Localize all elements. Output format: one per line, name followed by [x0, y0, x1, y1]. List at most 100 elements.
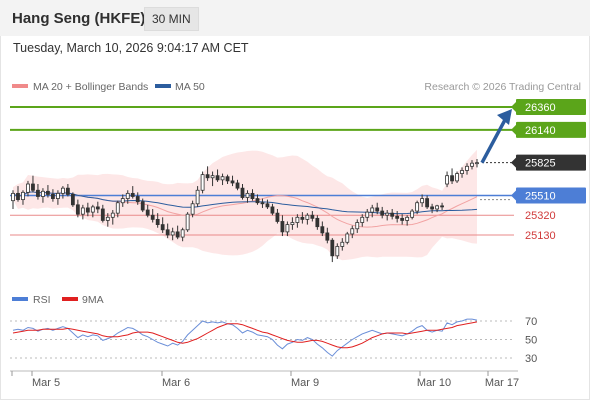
candle-body [400, 217, 405, 221]
candle [465, 163, 469, 175]
candle-body [145, 209, 150, 216]
level-label-pointer [511, 102, 516, 112]
candle [330, 238, 335, 263]
candle [305, 213, 310, 225]
rsi-line [12, 318, 478, 357]
timestamp: Tuesday, March 10, 2026 9:04:17 AM CET [13, 41, 249, 55]
candle-body [215, 175, 220, 181]
x-axis-label: Mar 10 [417, 377, 451, 389]
candle [41, 188, 45, 203]
x-axis-label: Mar 6 [162, 377, 190, 389]
candle-body [390, 212, 395, 217]
candle-body [80, 207, 85, 215]
candle [105, 213, 110, 227]
candle-body [370, 207, 375, 213]
candle [235, 179, 240, 191]
candle [320, 221, 325, 237]
candle-body [340, 241, 345, 247]
candle [260, 198, 265, 208]
candle-body [60, 187, 65, 194]
candle [225, 174, 230, 185]
candle-body [110, 212, 115, 218]
candle-body [310, 214, 315, 219]
candle-body [245, 192, 250, 198]
interval-selector[interactable]: 30 MIN [144, 7, 199, 31]
candle [425, 195, 430, 209]
level-label: 26360 [525, 102, 556, 114]
candle-body [460, 170, 464, 175]
candle [80, 204, 85, 220]
candle-body [170, 231, 175, 236]
candle-body [285, 224, 290, 233]
candle [31, 175, 35, 193]
candle-body [300, 216, 305, 220]
candle [51, 189, 55, 202]
candle [325, 227, 330, 244]
candle-body [41, 190, 45, 197]
candle [90, 204, 95, 218]
candle-body [26, 183, 30, 193]
candle [36, 184, 40, 200]
candle-body [265, 203, 270, 208]
candle-body [190, 203, 195, 215]
candle [435, 204, 439, 213]
candle-body [450, 175, 454, 182]
candle [295, 214, 300, 228]
candle [365, 208, 370, 222]
candle-body [100, 208, 105, 221]
rsi-legend-swatch [12, 297, 28, 301]
candle [215, 169, 220, 182]
candle [430, 203, 434, 214]
forecast-arrow [480, 109, 512, 164]
candle-body [11, 192, 15, 202]
candle-body [425, 198, 430, 208]
rsi-legend-label: RSI [33, 294, 51, 306]
candle-body [255, 198, 260, 204]
candle [21, 190, 25, 205]
candle [170, 227, 175, 241]
rsi-level-label: 30 [525, 353, 537, 365]
candle [270, 203, 275, 216]
candle-body [360, 216, 365, 223]
candle-body [175, 231, 180, 238]
candle [120, 194, 125, 207]
candle-body [125, 192, 130, 199]
candle [95, 201, 100, 214]
candle-body [95, 206, 100, 210]
ma9-legend-swatch [62, 297, 78, 301]
candle-body [385, 212, 390, 216]
level-label-box [516, 154, 586, 171]
candle [335, 243, 340, 259]
candle [380, 206, 385, 219]
header-bar: Hang Seng (HKFE) 30 MIN [0, 0, 590, 36]
level-label: 25130 [525, 230, 556, 242]
level-label-box [516, 121, 586, 138]
candle-body [420, 198, 425, 204]
candle [165, 223, 170, 239]
candle [125, 190, 130, 204]
candle-body [135, 196, 140, 203]
candle [100, 204, 105, 223]
candle [360, 214, 365, 227]
candle [355, 219, 360, 233]
candle [440, 202, 444, 211]
candle-body [150, 214, 155, 220]
candle-body [165, 229, 170, 236]
candle [155, 213, 160, 228]
level-label-box [516, 99, 586, 115]
candle-body [335, 246, 340, 257]
x-axis-label: Mar 5 [32, 377, 60, 389]
bollinger-legend-label: MA 20 + Bollinger Bands [33, 81, 148, 93]
candle [250, 189, 255, 201]
candle-body [475, 162, 479, 165]
candle-body [275, 212, 280, 222]
candle-body [56, 192, 60, 199]
candle [445, 171, 449, 188]
forecast-arrow-head [497, 109, 512, 125]
moving-averages [12, 191, 478, 228]
candle-body [240, 187, 245, 198]
rsi-level-label: 70 [525, 316, 537, 328]
candle [145, 204, 150, 218]
candle-body [295, 216, 300, 223]
